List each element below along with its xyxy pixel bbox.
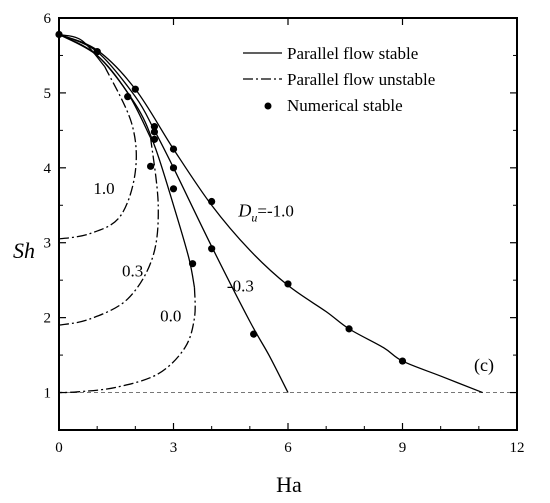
y-tick-label: 1 — [44, 386, 52, 402]
x-tick-label: 6 — [284, 440, 292, 456]
numerical-point — [284, 280, 292, 288]
x-tick-label: 9 — [399, 440, 407, 456]
legend-label-stable: Parallel flow stable — [287, 44, 418, 63]
curve-label: Du=-1.0 — [237, 201, 294, 225]
numerical-point — [208, 245, 216, 253]
numerical-point — [124, 93, 132, 101]
series-stable-line — [58, 33, 152, 139]
numerical-point — [208, 197, 216, 206]
numerical-point — [150, 123, 159, 131]
legend: Parallel flow stable Parallel flow unsta… — [243, 44, 435, 115]
curve-label: 1.0 — [93, 179, 114, 198]
numerical-point — [131, 85, 139, 93]
x-tick-label: 3 — [170, 440, 178, 456]
curve-label: 0.3 — [122, 261, 143, 280]
numerical-point — [150, 128, 159, 136]
x-axis-label: Ha — [276, 472, 302, 497]
curve-label: 0.0 — [160, 306, 181, 325]
series-unstable-line — [58, 66, 137, 240]
numerical-point — [147, 162, 155, 170]
legend-label-numerical: Numerical stable — [287, 96, 403, 115]
y-tick-label: 2 — [44, 311, 52, 327]
series-unstable-line — [58, 137, 159, 326]
series-stable-line — [58, 33, 196, 288]
numerical-point — [150, 135, 159, 143]
series-unstable-line — [58, 287, 196, 394]
numerical-point — [188, 260, 197, 268]
series-stable-line — [58, 33, 289, 393]
series-stable-line — [58, 33, 106, 68]
panel-label: (c) — [474, 355, 494, 376]
y-tick-label: 4 — [44, 161, 52, 177]
y-tick-label: 6 — [44, 11, 52, 27]
x-tick-label: 0 — [55, 440, 63, 456]
y-tick-label: 5 — [44, 86, 52, 102]
legend-marker-numerical — [264, 102, 272, 110]
numerical-point — [169, 164, 178, 172]
numerical-point — [345, 325, 353, 333]
y-tick-label: 3 — [44, 236, 52, 252]
curve-label: -0.3 — [227, 276, 254, 295]
numerical-point — [169, 145, 178, 153]
x-tick-label: 12 — [510, 440, 525, 456]
numerical-point — [93, 48, 101, 56]
plot-content — [55, 30, 517, 394]
numerical-point — [169, 185, 178, 193]
y-axis-label: Sh — [13, 238, 35, 263]
numerical-point — [398, 357, 407, 365]
curve-annotations: Du=-1.0 -0.3 0.0 0.3 1.0 — [93, 179, 294, 325]
numerical-point — [250, 330, 258, 338]
legend-label-unstable: Parallel flow unstable — [287, 70, 435, 89]
